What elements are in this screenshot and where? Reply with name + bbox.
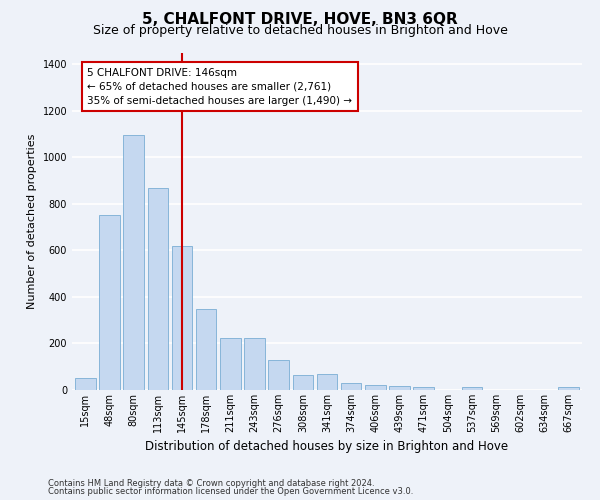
Bar bbox=[75, 378, 95, 390]
Bar bbox=[462, 387, 482, 390]
Bar bbox=[413, 387, 434, 390]
Bar bbox=[172, 246, 192, 390]
Text: 5, CHALFONT DRIVE, HOVE, BN3 6QR: 5, CHALFONT DRIVE, HOVE, BN3 6QR bbox=[142, 12, 458, 28]
X-axis label: Distribution of detached houses by size in Brighton and Hove: Distribution of detached houses by size … bbox=[145, 440, 509, 454]
Bar bbox=[220, 338, 241, 390]
Bar bbox=[389, 386, 410, 390]
Text: Contains public sector information licensed under the Open Government Licence v3: Contains public sector information licen… bbox=[48, 487, 413, 496]
Bar bbox=[559, 386, 579, 390]
Bar bbox=[148, 188, 168, 390]
Text: 5 CHALFONT DRIVE: 146sqm
← 65% of detached houses are smaller (2,761)
35% of sem: 5 CHALFONT DRIVE: 146sqm ← 65% of detach… bbox=[88, 68, 352, 106]
Bar bbox=[268, 360, 289, 390]
Bar bbox=[317, 374, 337, 390]
Bar bbox=[124, 135, 144, 390]
Bar bbox=[196, 308, 217, 390]
Text: Contains HM Land Registry data © Crown copyright and database right 2024.: Contains HM Land Registry data © Crown c… bbox=[48, 478, 374, 488]
Bar bbox=[99, 216, 120, 390]
Text: Size of property relative to detached houses in Brighton and Hove: Size of property relative to detached ho… bbox=[92, 24, 508, 37]
Y-axis label: Number of detached properties: Number of detached properties bbox=[27, 134, 37, 309]
Bar bbox=[293, 375, 313, 390]
Bar bbox=[341, 384, 361, 390]
Bar bbox=[365, 386, 386, 390]
Bar bbox=[244, 338, 265, 390]
